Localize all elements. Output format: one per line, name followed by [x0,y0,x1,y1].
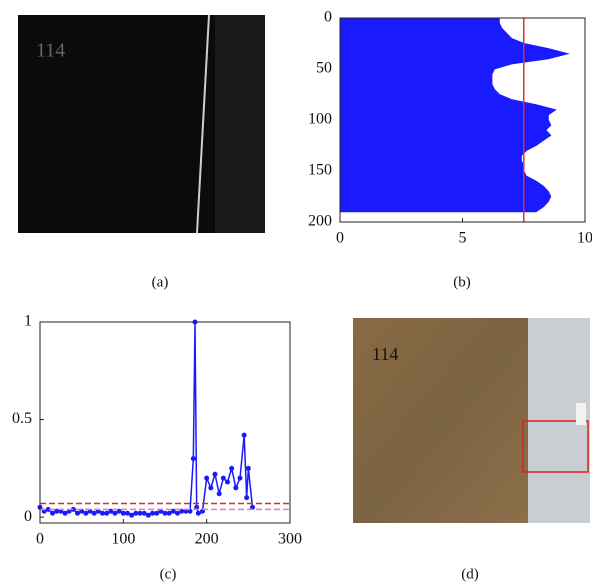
photo-d: 114 [353,318,590,523]
axes-frame [39,321,291,524]
image-text: 114 [36,40,65,62]
point [154,510,160,516]
point [208,485,214,491]
y-tick-label: 0 [24,508,32,525]
caption: (d) [461,566,479,582]
caption: (a) [152,274,169,290]
point [225,479,230,485]
point [62,510,68,516]
y-tick-label: 0.5 [12,410,32,427]
point [120,510,126,516]
point [137,510,143,516]
point [104,510,110,516]
point [220,475,226,481]
point [50,510,55,516]
point [129,512,135,518]
x-tick-label: 200 [195,531,219,548]
point [125,510,130,516]
y-tick-label: 1 [24,313,32,330]
point [70,506,76,512]
x-tick-label: 100 [111,531,135,548]
point [233,485,239,491]
point [162,510,168,516]
point [244,495,250,501]
point [83,510,89,516]
point [75,510,80,516]
point [229,465,235,471]
point [216,491,222,497]
image-text: 114 [372,344,398,364]
point [204,475,210,481]
x-tick-label: 10 [577,230,592,247]
point [170,508,176,514]
x-tick-label: 0 [36,531,44,548]
caption: (c) [160,566,177,582]
point [166,510,172,516]
point [241,432,247,438]
y-tick-label: 150 [308,162,332,179]
point [100,510,105,516]
area [339,17,570,213]
point [212,471,218,477]
line [39,321,254,517]
caption: (b) [453,274,471,290]
point [141,510,147,516]
point [190,456,196,462]
point [245,465,251,471]
point [133,510,139,516]
photo-a: 114 [18,14,265,234]
x-tick-label: 300 [278,531,302,548]
point [45,506,51,512]
point [145,512,151,518]
point [175,510,180,516]
x-tick-label: 0 [336,230,344,247]
y-tick-label: 100 [308,111,332,128]
y-tick-label: 200 [308,213,332,230]
point [237,475,243,481]
point [112,510,118,516]
point [150,510,155,516]
y-tick-label: 50 [316,60,332,77]
x-tick-label: 5 [459,230,467,247]
point [91,510,97,516]
point [54,508,60,514]
y-tick-label: 0 [324,9,332,26]
point [195,510,201,516]
